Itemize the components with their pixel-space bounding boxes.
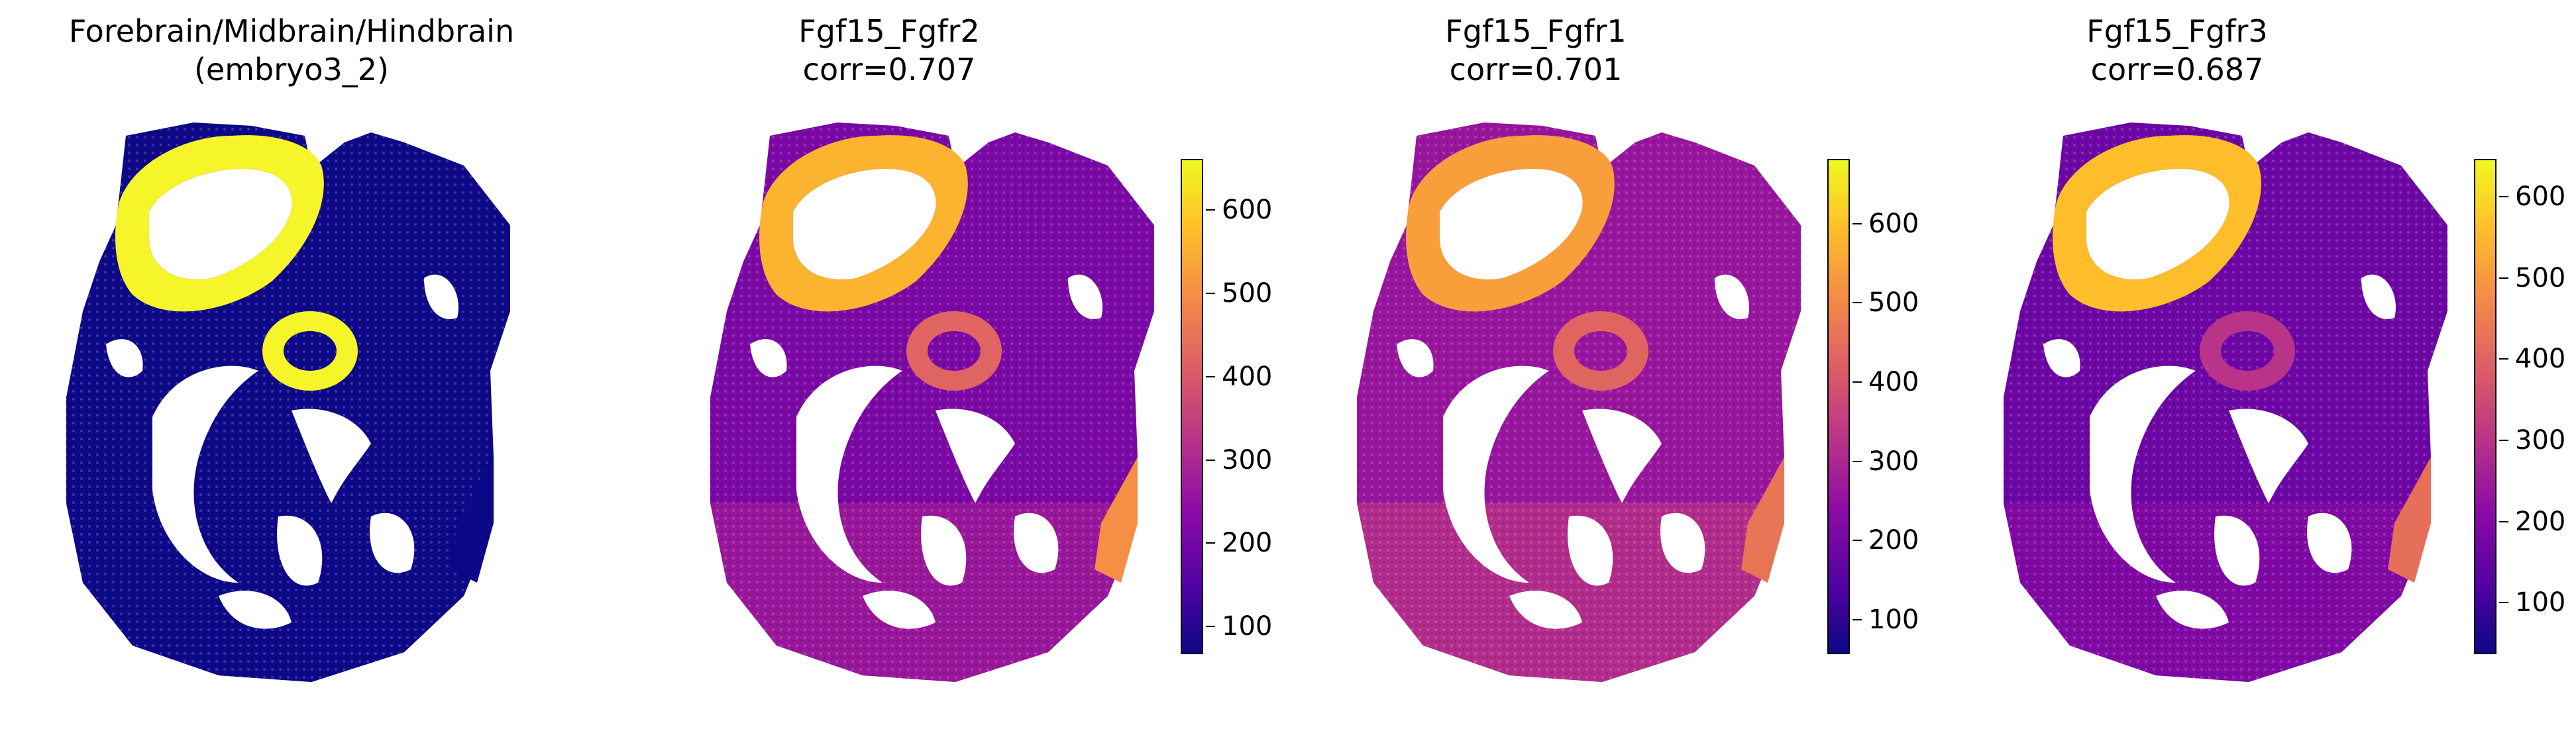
- forebrain-loop-gap: [149, 169, 292, 279]
- colorbar-tick-label: 200: [2515, 506, 2566, 537]
- tissue-scatter: [66, 122, 510, 682]
- tissue-gap-5: [2361, 274, 2396, 319]
- lower-right-tip-points: [1741, 457, 1784, 583]
- tissue-gap-3: [921, 515, 967, 586]
- tissue-gap-1: [936, 409, 1015, 503]
- colorbar-tick: [1206, 626, 1215, 627]
- colorbar-tick-label: 500: [1222, 278, 1273, 309]
- midbrain-ring-points: [262, 311, 358, 391]
- tissue-gap-6: [1509, 591, 1582, 629]
- colorbar-tick-label: 300: [1222, 444, 1273, 475]
- midbrain-ring-points: [906, 311, 1002, 391]
- colorbar-tick: [1852, 540, 1862, 542]
- lower-right-tip-points: [451, 457, 494, 583]
- colorbar-tick-label: 300: [2515, 425, 2566, 456]
- scatter-points: [2004, 122, 2447, 682]
- tissue-gap-1: [1582, 409, 1662, 503]
- tissue-gap-5: [424, 274, 458, 319]
- colorbar-tick: [1206, 542, 1215, 544]
- colorbar-tick: [1852, 619, 1862, 621]
- colorbar-tick-label: 300: [1868, 446, 1919, 477]
- scatter-points: [1357, 122, 1801, 682]
- colorbar-tick-label: 600: [1222, 195, 1273, 226]
- tissue-gap-6: [863, 591, 936, 629]
- colorbar-tick-label: 600: [1868, 208, 1919, 239]
- forebrain-loop-points: [2053, 135, 2261, 312]
- tissue-gap-4: [750, 339, 787, 377]
- midbrain-ring-points: [2200, 311, 2295, 391]
- tissue-scatter: [710, 122, 1154, 682]
- colorbar-tick: [1852, 222, 1862, 224]
- colorbar-tick-label: 100: [2515, 587, 2566, 618]
- colorbar-tick: [2499, 196, 2508, 198]
- colorbar: 100 200 300 400 500 600: [2474, 159, 2565, 654]
- forebrain-loop-points: [115, 135, 324, 312]
- tissue-gap-0: [2090, 366, 2196, 583]
- tissue-gap-3: [277, 515, 323, 586]
- colorbar-tick: [1852, 460, 1862, 462]
- colorbar-tick: [1206, 375, 1215, 377]
- midbrain-ring-points: [1553, 311, 1648, 391]
- colorbar-tick: [1206, 293, 1215, 295]
- colorbar-tick-label: 100: [1868, 605, 1919, 636]
- colorbar-tick-label: 400: [1868, 367, 1919, 398]
- colorbar-tick-label: 200: [1222, 528, 1273, 559]
- tissue-gap-0: [152, 366, 258, 583]
- panel-title: Forebrain/Midbrain/Hindbrain (embryo3_2): [68, 13, 515, 87]
- colorbar-tick: [2499, 440, 2508, 442]
- tissue-gap-3: [1568, 515, 1613, 586]
- lower-right-tip-points: [1095, 457, 1138, 583]
- panel-fgf15-fgfr3: Fgf15_Fgfr3 corr=0.687 100 200 300 400 500 60…: [1937, 0, 2576, 731]
- colorbar-tick: [1852, 302, 1862, 304]
- colorbar-tick: [1852, 381, 1862, 383]
- panel-region-annotation: Forebrain/Midbrain/Hindbrain (embryo3_2): [0, 0, 583, 731]
- lower-right-tip-points: [2388, 457, 2431, 583]
- colorbar-tick: [2499, 358, 2508, 360]
- forebrain-loop-gap: [1440, 169, 1583, 279]
- colorbar-tick: [1206, 459, 1215, 461]
- panel-title: Fgf15_Fgfr3 corr=0.687: [2086, 13, 2268, 87]
- colorbar-tick: [2499, 602, 2508, 604]
- tissue-gap-0: [796, 366, 902, 583]
- tissue-gap-1: [292, 409, 371, 503]
- tissue-gap-3: [2214, 515, 2260, 586]
- tissue-scatter: [1357, 122, 1801, 682]
- colorbar-tick: [1206, 209, 1215, 211]
- colorbar-tick: [2499, 520, 2508, 522]
- scatter-points: [66, 122, 510, 682]
- colorbar-tick-label: 100: [1222, 611, 1273, 642]
- tissue-gap-2: [370, 512, 415, 573]
- tissue-gap-6: [2156, 591, 2229, 629]
- forebrain-loop-points: [759, 135, 968, 312]
- tissue-gap-0: [1443, 366, 1549, 583]
- tissue-scatter: [2004, 122, 2447, 682]
- tissue-gap-4: [106, 339, 143, 377]
- tissue-gap-5: [1068, 274, 1102, 319]
- tissue-gap-2: [1014, 512, 1059, 573]
- tissue-gap-4: [1397, 339, 1434, 377]
- colorbar-tick-label: 500: [2515, 262, 2566, 293]
- panel-title: Fgf15_Fgfr2 corr=0.707: [798, 13, 980, 87]
- colorbar-tick-label: 400: [2515, 344, 2566, 375]
- colorbar-tick: [2499, 277, 2508, 279]
- scatter-points: [710, 122, 1154, 682]
- panel-fgf15-fgfr2: Fgf15_Fgfr2 corr=0.707 100 200 300 400 500 60…: [644, 0, 1293, 731]
- tissue-gap-6: [219, 591, 292, 629]
- colorbar-tick-label: 500: [1868, 287, 1919, 318]
- colorbar: 100 200 300 400 500 600: [1827, 159, 1919, 654]
- tissue-gap-2: [2307, 512, 2352, 573]
- panel-fgf15-fgfr1: Fgf15_Fgfr1 corr=0.701 100 200 300 400 500 60…: [1291, 0, 1940, 731]
- tissue-gap-5: [1715, 274, 1749, 319]
- colorbar-tick-label: 600: [2515, 181, 2566, 213]
- tissue-gap-4: [2043, 339, 2080, 377]
- colorbar-tick-label: 400: [1222, 361, 1273, 392]
- forebrain-loop-gap: [2086, 169, 2229, 279]
- colorbar-tick-label: 200: [1868, 525, 1919, 556]
- colorbar: 100 200 300 400 500 600: [1181, 159, 1272, 654]
- forebrain-loop-points: [1406, 135, 1615, 312]
- panel-title: Fgf15_Fgfr1 corr=0.701: [1445, 13, 1627, 87]
- forebrain-loop-gap: [793, 169, 936, 279]
- tissue-gap-1: [2229, 409, 2308, 503]
- tissue-gap-2: [1660, 512, 1705, 573]
